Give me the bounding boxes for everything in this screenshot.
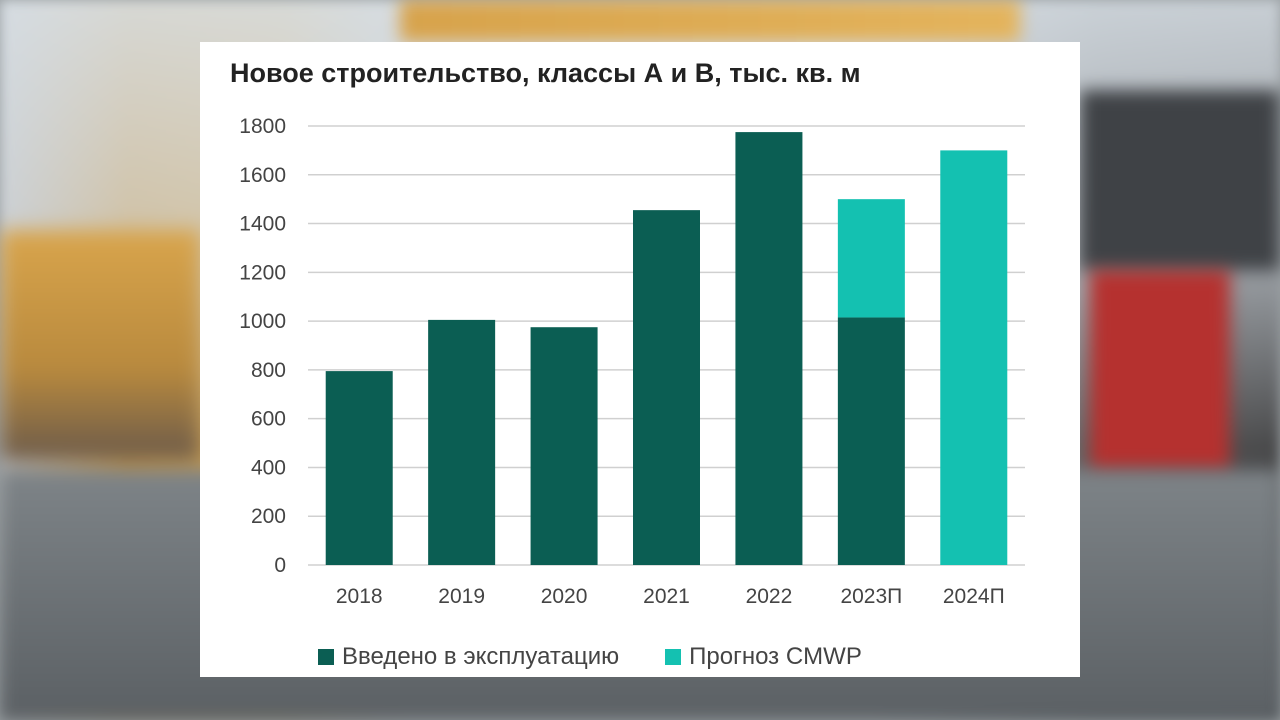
y-tick-label: 800 (251, 359, 286, 382)
legend-swatch-commissioned (318, 649, 334, 665)
legend-label-commissioned: Введено в эксплуатацию (342, 643, 620, 670)
y-tick-label: 400 (251, 456, 286, 479)
x-axis: 2018 2019 2020 2021 2022 2023П 2024П (336, 585, 1005, 608)
x-tick-label: 2020 (541, 585, 588, 608)
bar-commissioned-2018 (325, 371, 393, 565)
legend-item-commissioned: Введено в эксплуатацию (318, 643, 619, 671)
bar-commissioned-2019 (428, 319, 496, 565)
bar-commissioned-2020 (530, 327, 598, 565)
background-wall (1080, 90, 1280, 270)
x-tick-label: 2019 (438, 585, 485, 608)
y-tick-label: 1200 (239, 261, 286, 284)
bar-commissioned-2021 (633, 210, 700, 565)
bar-forecast-2023П (837, 199, 905, 318)
x-tick-label: 2018 (336, 585, 383, 608)
y-tick-label: 200 (251, 505, 286, 528)
y-tick-label: 1800 (239, 115, 286, 138)
legend: Введено в эксплуатацию Прогноз CMWP (318, 643, 908, 671)
y-tick-label: 1600 (239, 164, 286, 187)
y-tick-label: 1400 (239, 213, 286, 236)
bars (325, 132, 1008, 565)
chart-title: Новое строительство, классы А и В, тыс. … (230, 58, 861, 88)
y-tick-label: 1000 (239, 310, 286, 333)
legend-swatch-forecast (665, 649, 682, 665)
x-tick-label: 2021 (643, 585, 690, 608)
bar-forecast-2024П (940, 150, 1008, 565)
background-door (1090, 270, 1230, 470)
chart-panel: Новое строительство, классы А и В, тыс. … (200, 42, 1080, 677)
y-tick-label: 600 (251, 408, 286, 431)
legend-item-forecast: Прогноз CMWP (665, 643, 862, 671)
y-tick-label: 0 (274, 554, 286, 577)
legend-label-forecast: Прогноз CMWP (689, 643, 862, 670)
x-tick-label: 2023П (840, 585, 902, 608)
x-tick-label: 2024П (943, 585, 1005, 608)
background-warehouse (0, 230, 200, 460)
bar-commissioned-2023П (837, 317, 905, 565)
bar-commissioned-2022 (735, 132, 803, 565)
background-banner (400, 0, 1020, 42)
y-axis: 0 200 400 600 800 1000 1200 1400 1600 1800 (239, 115, 286, 577)
x-tick-label: 2022 (746, 585, 793, 608)
